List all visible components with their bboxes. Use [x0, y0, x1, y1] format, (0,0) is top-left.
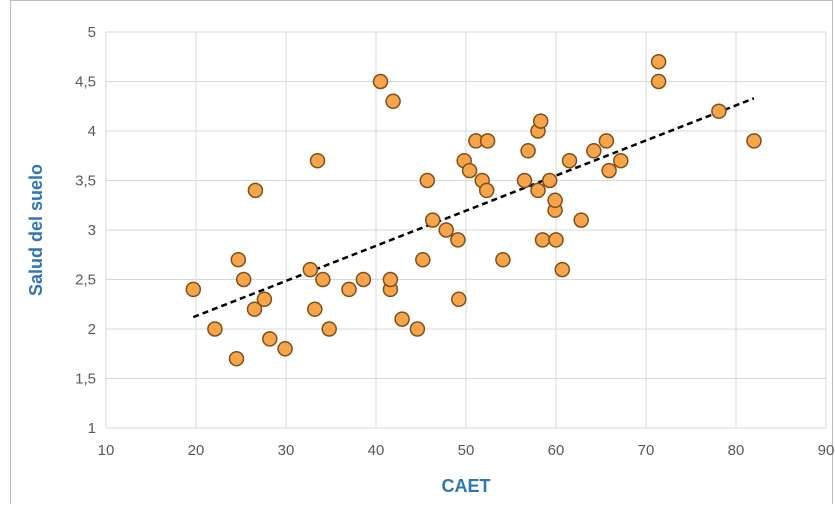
y-tick-label: 1,5: [75, 371, 96, 388]
data-point: [394, 311, 410, 327]
x-tick-label: 60: [548, 442, 565, 459]
data-point: [650, 73, 667, 90]
data-point: [355, 271, 372, 288]
data-point: [247, 182, 264, 199]
data-point: [650, 53, 667, 70]
y-tick-label: 4,5: [75, 74, 96, 91]
data-point: [246, 301, 263, 317]
y-tick-label: 1: [88, 420, 96, 437]
data-point: [561, 152, 578, 169]
data-point: [601, 162, 617, 179]
data-point: [450, 232, 466, 248]
data-point: [451, 291, 467, 308]
data-point: [302, 261, 319, 278]
data-point: [321, 321, 337, 337]
y-tick-label: 3: [88, 222, 96, 239]
x-tick-label: 30: [278, 442, 295, 459]
y-tick-label: 4: [88, 123, 96, 140]
x-tick-label: 40: [368, 442, 385, 459]
data-point: [277, 341, 293, 357]
data-point: [613, 152, 629, 169]
data-points: [185, 53, 762, 367]
x-tick-label: 50: [458, 442, 475, 459]
y-tick-label: 2: [88, 321, 96, 338]
data-point: [516, 172, 533, 189]
data-point: [461, 162, 478, 179]
data-point: [235, 271, 252, 288]
x-axis-title: CAET: [442, 476, 491, 496]
data-point: [573, 212, 589, 228]
data-point: [256, 291, 273, 308]
x-tick-label: 10: [98, 442, 115, 459]
data-point: [711, 103, 727, 119]
y-tick-labels: 1 1,5 2 2,5 3 3,5 4 4,5 5: [75, 24, 96, 437]
data-point: [382, 271, 399, 288]
data-point: [424, 212, 441, 228]
data-point: [207, 321, 223, 337]
data-point: [438, 222, 454, 238]
data-point: [385, 93, 401, 110]
data-point: [419, 172, 436, 189]
data-point: [534, 232, 551, 248]
data-point: [586, 143, 602, 159]
data-point: [185, 281, 202, 298]
x-tick-label: 70: [638, 442, 655, 459]
data-point: [307, 301, 323, 317]
data-point: [409, 321, 426, 337]
x-tick-labels: 10 20 30 40 50 60 70 80 90: [98, 442, 835, 459]
y-tick-label: 5: [88, 24, 96, 41]
data-point: [541, 172, 558, 189]
x-tick-label: 90: [818, 442, 835, 459]
data-point: [230, 251, 247, 268]
data-point: [415, 251, 431, 268]
data-point: [478, 182, 495, 199]
data-point: [746, 133, 762, 149]
data-point: [532, 113, 549, 129]
data-point: [262, 331, 278, 347]
y-tick-label: 3,5: [75, 173, 96, 190]
data-point: [547, 192, 563, 209]
data-point: [530, 182, 546, 199]
grid-lines: [105, 31, 827, 429]
x-tick-label: 80: [728, 442, 745, 459]
data-point: [315, 271, 331, 288]
y-axis-title: Salud del suelo: [26, 164, 46, 296]
data-point: [548, 232, 564, 248]
data-point: [479, 133, 496, 149]
data-point: [372, 73, 389, 90]
data-point: [341, 281, 357, 298]
y-tick-label: 2,5: [75, 272, 96, 289]
trendline: [192, 97, 755, 319]
data-point: [309, 152, 326, 169]
x-tick-label: 20: [188, 442, 205, 459]
data-point: [495, 251, 511, 268]
data-point: [598, 133, 615, 149]
chart-frame: [10, 0, 833, 504]
data-point: [228, 350, 245, 367]
data-point: [554, 261, 571, 278]
data-point: [520, 143, 536, 159]
